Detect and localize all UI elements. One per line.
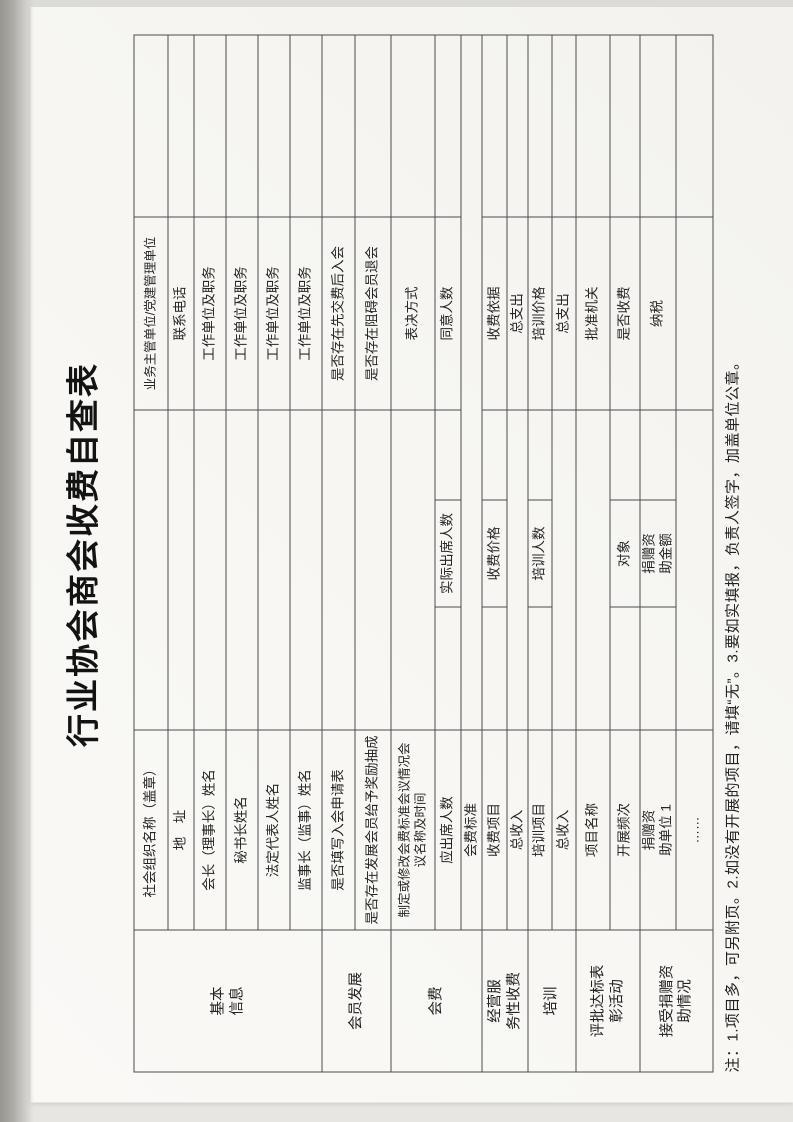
value-secretary-general-name: [226, 409, 258, 729]
field-label-supervisory-unit: 业务主管单位/党建管理单位: [134, 216, 168, 409]
field-label-training-total-expense: 总支出: [552, 216, 576, 409]
value-legal-rep-name: [258, 409, 290, 729]
value-service-total-expense: [507, 34, 528, 216]
value-obstruct-withdrawal: [355, 34, 391, 216]
field-label-donation-amount: 捐赠资 助金额: [640, 499, 676, 606]
scan-rotated-page: 行业协会商会收费自查表 基本 信息 会员发展 会费 经营服 务性收费 培训 评批…: [30, 6, 793, 1102]
field-label-more-donors-ellipsis: ……: [676, 729, 713, 929]
field-label-legal-rep-employer: 工作单位及职务: [258, 216, 290, 409]
value-secretary-employer: [226, 34, 258, 216]
value-charge-price: [482, 409, 507, 499]
value-charge-basis: [482, 34, 507, 216]
value-more-donors-left: [676, 409, 713, 729]
value-actual-attendees: [435, 409, 461, 499]
section-label-award-activities: 评批达标表 彰活动: [576, 929, 640, 1071]
field-label-obstruct-withdrawal: 是否存在阻碍会员退会: [355, 216, 391, 409]
section-label-basic-info: 基本 信息: [134, 929, 322, 1071]
field-label-fee-standard-meeting: 制定或修改会费标准会议情况会 议名称及时间: [391, 729, 435, 929]
value-legal-rep-employer: [258, 34, 290, 216]
section-label-membership-fee: 会费: [391, 929, 482, 1071]
value-voting-method: [391, 34, 435, 216]
field-label-agree-count: 同意人数: [435, 216, 461, 409]
field-label-application-form-filled: 是否填写入会申请表: [322, 729, 355, 929]
value-supervisor-employer: [290, 34, 322, 216]
field-label-training-item: 培训项目: [528, 729, 552, 929]
field-label-secretary-employer: 工作单位及职务: [226, 216, 258, 409]
field-label-voting-method: 表决方式: [391, 216, 435, 409]
form-title: 行业协会商会收费自查表: [64, 361, 101, 747]
field-label-supervisor-name: 监事长（监事）姓名: [290, 729, 322, 929]
value-award-project-name: [576, 409, 610, 729]
field-label-approving-authority: 批准机关: [576, 216, 610, 409]
value-supervisory-unit: [134, 34, 168, 216]
value-service-total-income: [507, 409, 528, 729]
value-activity-target: [610, 409, 640, 499]
value-training-item: [528, 606, 552, 729]
field-label-president-employer: 工作单位及职务: [194, 216, 226, 409]
section-label-training: 培训: [528, 929, 576, 1071]
field-label-donor-unit-1: 捐赠资 助单位 1: [640, 729, 676, 929]
value-donor-unit-1: [640, 606, 676, 729]
form-note: 注：1.项目多，可另附页。2.如没有开展的项目，请填“无”。3.要如实填报，负责…: [724, 353, 741, 1072]
value-activity-frequency: [610, 606, 640, 729]
field-label-contact-phone: 联系电话: [168, 216, 194, 409]
value-more-donors-mid: [676, 216, 713, 409]
value-president-employer: [194, 34, 226, 216]
field-label-address: 地 址: [168, 729, 194, 929]
field-label-secretary-general-name: 秘书长姓名: [226, 729, 258, 929]
value-president-name: [194, 409, 226, 729]
value-expected-attendees: [435, 606, 461, 729]
value-org-name: [134, 409, 168, 729]
field-label-award-project-name: 项目名称: [576, 729, 610, 929]
field-label-activity-target: 对象: [610, 499, 640, 606]
value-charge-item: [482, 606, 507, 729]
scanner-shadow: [0, 0, 34, 1122]
field-label-activity-frequency: 开展频次: [610, 729, 640, 929]
value-address: [168, 409, 194, 729]
value-fee-standard-meeting: [391, 409, 435, 729]
value-application-form-filled: [322, 409, 355, 729]
field-label-tax-paid: 纳税: [640, 216, 676, 409]
field-label-training-total-income: 总收入: [552, 729, 576, 929]
value-recruit-reward-commission: [355, 409, 391, 729]
field-label-training-headcount: 培训人数: [528, 499, 552, 606]
value-training-total-expense: [552, 34, 576, 216]
field-label-legal-rep-name: 法定代表人姓名: [258, 729, 290, 929]
field-label-service-total-expense: 总支出: [507, 216, 528, 409]
field-label-charge-basis: 收费依据: [482, 216, 507, 409]
field-label-charge-price: 收费价格: [482, 499, 507, 606]
value-more-donors-right: [676, 34, 713, 216]
self-inspection-table: 基本 信息 会员发展 会费 经营服 务性收费 培训 评批达标表 彰活动 接受捐赠…: [133, 34, 713, 1072]
value-fee-standard: [461, 34, 482, 729]
scan-edge-top: [0, 0, 793, 7]
value-approving-authority: [576, 34, 610, 216]
field-label-president-name: 会长（理事长）姓名: [194, 729, 226, 929]
value-donation-amount: [640, 409, 676, 499]
value-training-headcount: [528, 409, 552, 499]
value-pay-before-join: [322, 34, 355, 216]
value-supervisor-name: [290, 409, 322, 729]
value-training-total-income: [552, 409, 576, 729]
value-contact-phone: [168, 34, 194, 216]
field-label-service-total-income: 总收入: [507, 729, 528, 929]
field-label-recruit-reward-commission: 是否存在发展会员给予奖励抽成: [355, 729, 391, 929]
section-label-member-development: 会员发展: [322, 929, 391, 1071]
field-label-training-price: 培训价格: [528, 216, 552, 409]
field-label-charges-or-not: 是否收费: [610, 216, 640, 409]
value-agree-count: [435, 34, 461, 216]
value-training-price: [528, 34, 552, 216]
field-label-expected-attendees: 应出席人数: [435, 729, 461, 929]
field-label-supervisor-employer: 工作单位及职务: [290, 216, 322, 409]
field-label-pay-before-join: 是否存在先交费后入会: [322, 216, 355, 409]
value-charges-or-not: [610, 34, 640, 216]
section-label-donations: 接受捐赠资 助情况: [640, 929, 713, 1071]
field-label-charge-item: 收费项目: [482, 729, 507, 929]
field-label-fee-standard: 会费标准: [461, 729, 482, 929]
section-label-operating-service-fee: 经营服 务性收费: [482, 929, 528, 1071]
field-label-actual-attendees: 实际出席人数: [435, 499, 461, 606]
value-tax-paid: [640, 34, 676, 216]
field-label-org-name: 社会组织名称（盖章）: [134, 729, 168, 929]
